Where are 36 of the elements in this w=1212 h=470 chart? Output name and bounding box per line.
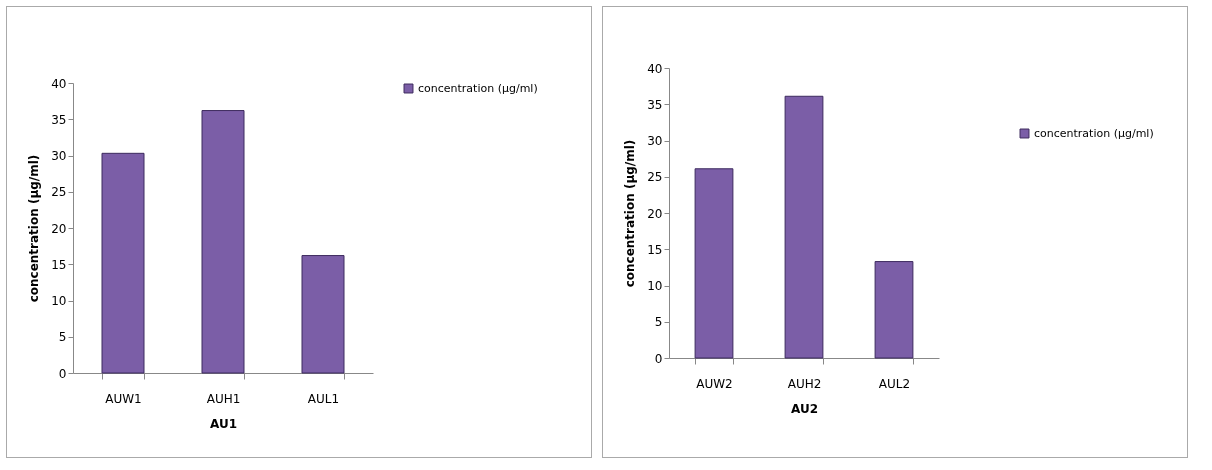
x-tick-label: AUL1 — [307, 391, 340, 406]
y-tick-label: 25 — [51, 185, 67, 200]
x-axis-title: AU1 — [209, 416, 238, 431]
y-tick-label: 5 — [654, 315, 663, 330]
bar — [784, 95, 824, 359]
y-tick-label: 0 — [58, 366, 67, 381]
y-tick-label: 35 — [51, 112, 67, 127]
y-tick-label: 20 — [51, 221, 67, 236]
y-tick-label: 40 — [647, 61, 663, 76]
bar — [874, 261, 914, 359]
x-axis-title: AU2 — [790, 401, 819, 416]
x-tick-label: AUL2 — [878, 376, 911, 391]
y-tick-label: 40 — [51, 76, 67, 91]
y-tick-label: 15 — [51, 257, 67, 272]
y-tick-label: 10 — [51, 294, 67, 308]
y-axis-title: concentration (µg/ml) — [623, 139, 638, 288]
x-tick-label: AUH2 — [787, 376, 822, 391]
y-axis-title: concentration (µg/ml) — [27, 154, 42, 303]
bar — [301, 255, 345, 374]
x-tick-label: AUW2 — [696, 376, 733, 391]
y-tick-label: 0 — [654, 351, 663, 366]
y-tick-label: 15 — [647, 242, 663, 257]
bar — [101, 152, 145, 374]
y-tick-label: 10 — [647, 279, 663, 293]
bar — [694, 168, 734, 359]
x-tick-label: AUW1 — [105, 391, 142, 406]
y-tick-label: 25 — [647, 170, 663, 185]
y-tick-label: 30 — [647, 134, 663, 148]
legend-label: concentration (µg/ml) — [418, 81, 538, 95]
x-tick-label: AUH1 — [206, 391, 241, 406]
bar — [201, 110, 245, 374]
legend-label: concentration (µg/ml) — [1034, 126, 1154, 140]
y-tick-label: 35 — [647, 97, 663, 112]
y-tick-label: 30 — [51, 149, 67, 163]
y-tick-label: 5 — [58, 330, 67, 345]
y-tick-label: 20 — [647, 206, 663, 221]
